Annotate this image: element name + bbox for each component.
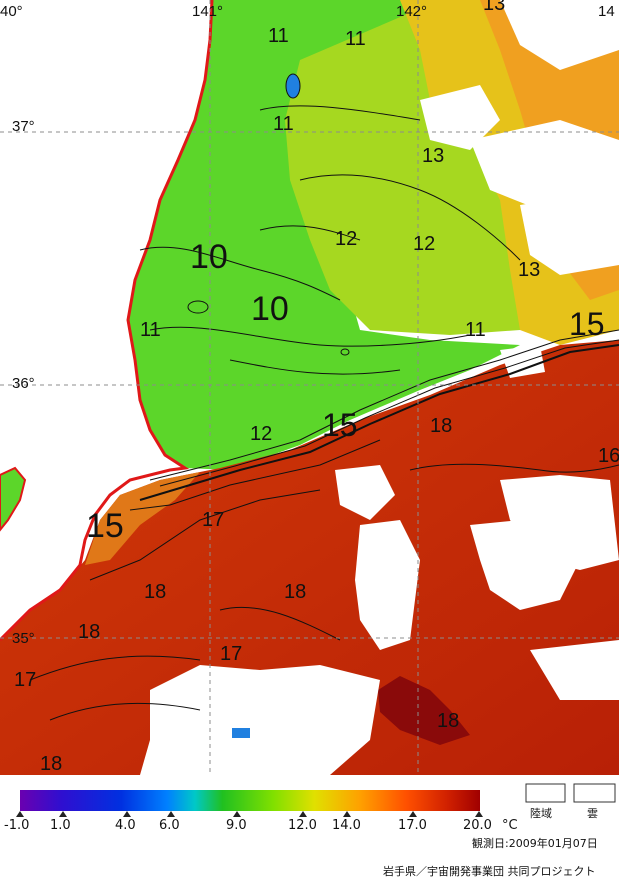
scale-label: 6.0	[159, 818, 180, 833]
warm-water-region	[0, 340, 619, 775]
contour-label: 17	[14, 669, 36, 691]
contour-label: 11	[273, 113, 294, 135]
contour-label: 11	[345, 28, 366, 50]
contour-label: 11	[140, 319, 161, 341]
contour-label: 12	[335, 228, 357, 250]
boso-coast	[0, 466, 27, 532]
cloud-swatch	[573, 783, 616, 803]
land-swatch	[525, 783, 566, 803]
contour-label: 18	[78, 621, 100, 643]
contour-label: 17	[220, 643, 242, 665]
contour-label: 10	[190, 238, 228, 276]
front-orange-band	[85, 472, 200, 565]
contour-label: 13	[483, 0, 505, 15]
longitude-label: 14	[598, 3, 615, 20]
graticule	[0, 0, 619, 775]
contour-label: 11	[465, 319, 486, 341]
contour-label: 18	[284, 581, 306, 603]
contour-label: 12	[413, 233, 435, 255]
scale-label: 1.0	[50, 818, 71, 833]
latitude-label: 35°	[12, 630, 35, 647]
color-legend: -1.0 1.0 4.0 6.0 9.0 12.0 14.0 17.0 20.0…	[4, 783, 616, 878]
contour-label: 10	[251, 290, 289, 328]
unit-label: °C	[502, 818, 518, 833]
scale-label: 12.0	[288, 818, 317, 833]
scale-label: 17.0	[398, 818, 427, 833]
contour-lines	[29, 105, 619, 721]
scale-label: -1.0	[4, 818, 29, 833]
longitude-label: 141°	[192, 3, 223, 20]
cold-eddy	[340, 348, 350, 356]
contour-label: 13	[518, 259, 540, 281]
cloud-masks	[140, 0, 619, 775]
longitude-label: 142°	[396, 3, 427, 20]
contour-label: 15	[322, 407, 358, 443]
color-scale-bar	[20, 790, 480, 811]
cold-patch	[232, 728, 250, 738]
contour-label: 18	[40, 753, 62, 775]
contour-label: 16	[598, 445, 619, 467]
contour-label: 15	[86, 507, 124, 545]
contour-label: 18	[437, 710, 459, 732]
contour-label: 11	[268, 25, 289, 47]
longitude-label: 40°	[0, 3, 23, 20]
land-label: 陸域	[530, 807, 552, 820]
scale-label: 14.0	[332, 818, 361, 833]
cloud-label: 雲	[587, 807, 598, 820]
coastline	[0, 0, 214, 642]
contour-label: 18	[144, 581, 166, 603]
cold-eddy	[187, 300, 209, 314]
scale-label: 9.0	[226, 818, 247, 833]
sea-surface-temperature-map: 40° 141° 142° 14 37° 36° 35° 11 11 11 13…	[0, 0, 619, 775]
scale-ticks	[16, 811, 483, 817]
contour-label: 17	[202, 509, 224, 531]
hot-patch	[378, 676, 470, 745]
credit-text: 岩手県／宇宙開発事業団 共同プロジェクト	[383, 864, 596, 878]
scale-label: 20.0	[463, 818, 492, 833]
latitude-label: 37°	[12, 118, 35, 135]
contour-label: 18	[430, 415, 452, 437]
observation-date: 観測日:2009年01月07日	[472, 836, 598, 850]
cold-eddy	[285, 73, 301, 99]
contour-label: 13	[422, 145, 444, 167]
contour-label: 15	[569, 306, 605, 342]
scale-label: 4.0	[115, 818, 136, 833]
contour-label: 12	[250, 423, 272, 445]
latitude-label: 36°	[12, 375, 35, 392]
